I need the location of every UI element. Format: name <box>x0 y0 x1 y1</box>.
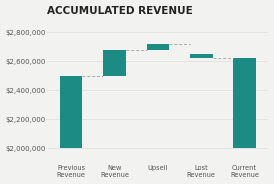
Bar <box>147 44 169 50</box>
Bar <box>60 76 82 148</box>
Bar <box>190 54 213 58</box>
Bar <box>233 58 256 148</box>
Text: ACCUMULATED REVENUE: ACCUMULATED REVENUE <box>47 6 193 16</box>
Bar <box>103 50 126 76</box>
